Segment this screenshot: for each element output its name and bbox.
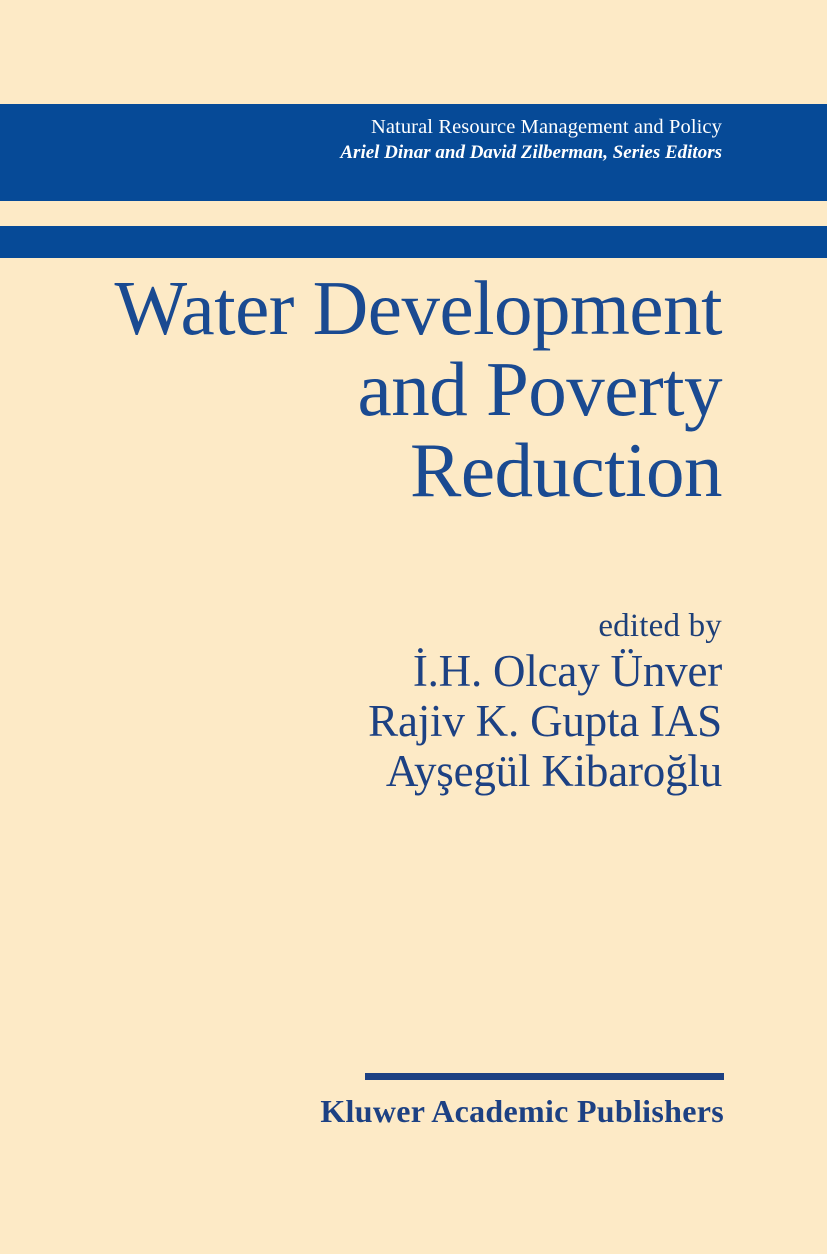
series-banner-text: Natural Resource Management and Policy A… <box>340 114 722 166</box>
accent-band <box>0 226 827 258</box>
editor-name-3: Ayşegül Kibaroğlu <box>385 746 722 796</box>
book-title-line-3: Reduction <box>410 427 723 513</box>
series-editors: Ariel Dinar and David Zilberman, Series … <box>340 142 722 164</box>
book-title-line-1: Water Development <box>114 265 723 351</box>
editor-name-1: İ.H. Olcay Ünver <box>412 646 722 696</box>
series-name: Natural Resource Management and Policy <box>370 116 722 138</box>
editors-block: edited by İ.H. Olcay Ünver Rajiv K. Gupt… <box>60 606 722 796</box>
edited-by-label: edited by <box>598 608 722 644</box>
book-title-line-2: and Poverty <box>357 346 723 432</box>
publisher-rule <box>365 1073 724 1080</box>
editor-name-2: Rajiv K. Gupta IAS <box>368 696 722 746</box>
book-title: Water Development and Poverty Reduction <box>60 265 723 513</box>
series-banner: Natural Resource Management and Policy A… <box>0 104 827 201</box>
publisher-name: Kluwer Academic Publishers <box>320 1093 724 1129</box>
